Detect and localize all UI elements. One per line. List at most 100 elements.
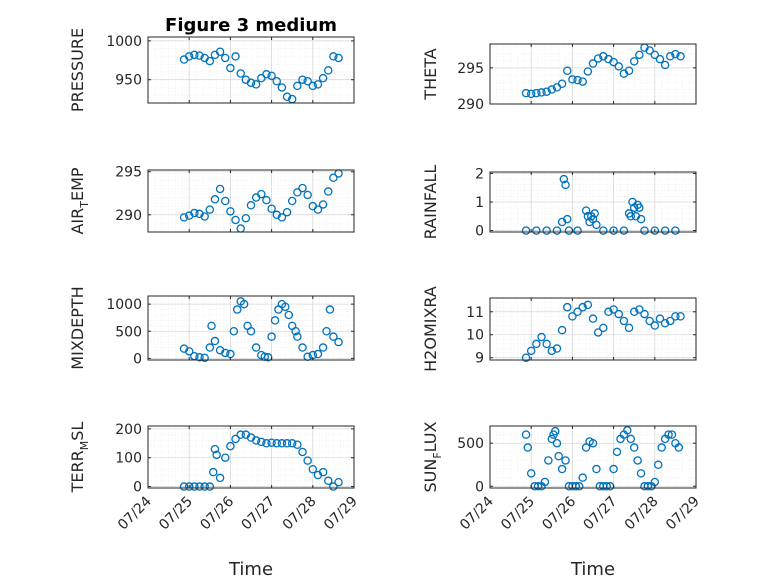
y-tick-label: 2 <box>475 166 484 182</box>
data-point <box>195 353 204 362</box>
data-point <box>277 213 287 222</box>
data-point <box>190 50 199 60</box>
data-point <box>573 307 582 317</box>
axes-box <box>489 425 697 489</box>
axes-box <box>147 295 355 361</box>
data-point <box>298 447 307 457</box>
y-axis-label: SUNFLUX <box>421 421 444 492</box>
data-point <box>537 88 546 97</box>
data-point <box>609 464 618 474</box>
y-tick-label: 9 <box>475 351 484 367</box>
y-axis-label: MIXDEPTH <box>68 286 87 369</box>
data-point <box>629 57 639 66</box>
data-point <box>318 467 328 477</box>
data-point <box>293 440 302 449</box>
data-point <box>323 476 333 486</box>
data-point <box>552 344 562 353</box>
axes-box <box>147 425 355 489</box>
y-axis-label: AIRTEMP <box>68 167 91 234</box>
y-axis-label: TERRMSL <box>68 422 91 494</box>
data-point <box>573 75 582 85</box>
data-point <box>552 226 562 235</box>
data-point <box>246 201 256 210</box>
data-point <box>210 195 220 204</box>
data-point <box>523 443 533 452</box>
data-point <box>561 180 570 190</box>
data-point <box>650 50 660 60</box>
data-point <box>282 439 292 448</box>
y-tick-label: 11 <box>466 305 484 321</box>
data-point <box>200 353 209 363</box>
data-point <box>184 211 194 220</box>
data-point <box>521 430 531 439</box>
data-point <box>272 210 281 220</box>
y-tick-label: 950 <box>115 73 142 89</box>
data-point <box>557 464 567 474</box>
data-point <box>246 78 256 88</box>
y-tick-label: 100 <box>115 451 142 467</box>
data-point <box>626 212 636 221</box>
data-point <box>599 323 608 333</box>
data-point <box>239 299 249 309</box>
data-point <box>257 437 266 447</box>
data-point <box>251 80 261 89</box>
data-point <box>563 66 572 75</box>
data-point <box>200 482 209 491</box>
data-point <box>590 209 599 218</box>
panel-h2omixra: 9 10 11 H2OMIXRA <box>421 286 697 372</box>
data-point <box>325 305 335 314</box>
data-point <box>284 310 294 320</box>
data-point <box>650 226 660 235</box>
data-point <box>588 314 598 323</box>
data-point <box>537 332 546 342</box>
data-point <box>550 426 560 436</box>
data-point <box>190 482 199 491</box>
data-point <box>210 336 220 346</box>
data-point <box>640 226 649 235</box>
data-point <box>281 302 290 312</box>
data-point <box>547 85 557 94</box>
data-point <box>231 215 240 225</box>
data-point <box>318 343 328 352</box>
data-point <box>277 83 287 92</box>
data-point <box>236 69 245 78</box>
panel-air_temp: 290 295 AIRTEMP <box>68 165 355 235</box>
data-point <box>184 347 194 356</box>
data-point <box>526 469 536 478</box>
data-point <box>184 482 194 491</box>
data-point <box>334 53 343 63</box>
data-point <box>226 207 235 216</box>
data-point <box>563 214 572 224</box>
data-point <box>653 460 663 469</box>
data-point <box>635 50 644 60</box>
data-point <box>272 439 281 448</box>
data-point <box>262 195 271 205</box>
data-point <box>532 339 541 349</box>
data-point <box>593 328 603 337</box>
data-point <box>554 451 563 461</box>
data-point <box>671 312 680 321</box>
data-point <box>619 316 629 326</box>
figure-title: Figure 3 medium <box>165 15 337 36</box>
data-point <box>195 51 204 60</box>
data-point <box>334 477 343 487</box>
data-point <box>205 56 215 66</box>
data-point <box>645 46 654 55</box>
data-point <box>220 453 230 462</box>
data-point <box>262 439 271 448</box>
data-point <box>635 203 644 212</box>
data-point <box>287 439 297 448</box>
y-tick-label: 290 <box>457 97 484 113</box>
data-point <box>583 67 593 76</box>
data-point <box>602 482 611 491</box>
data-point <box>660 319 670 328</box>
data-point <box>671 226 680 235</box>
data-point <box>207 321 216 331</box>
data-point <box>645 316 654 326</box>
data-point <box>547 434 557 444</box>
data-point <box>287 196 297 206</box>
data-point <box>655 54 665 64</box>
data-point <box>293 81 302 91</box>
data-point <box>592 220 601 230</box>
y-tick-label: 500 <box>457 436 484 452</box>
